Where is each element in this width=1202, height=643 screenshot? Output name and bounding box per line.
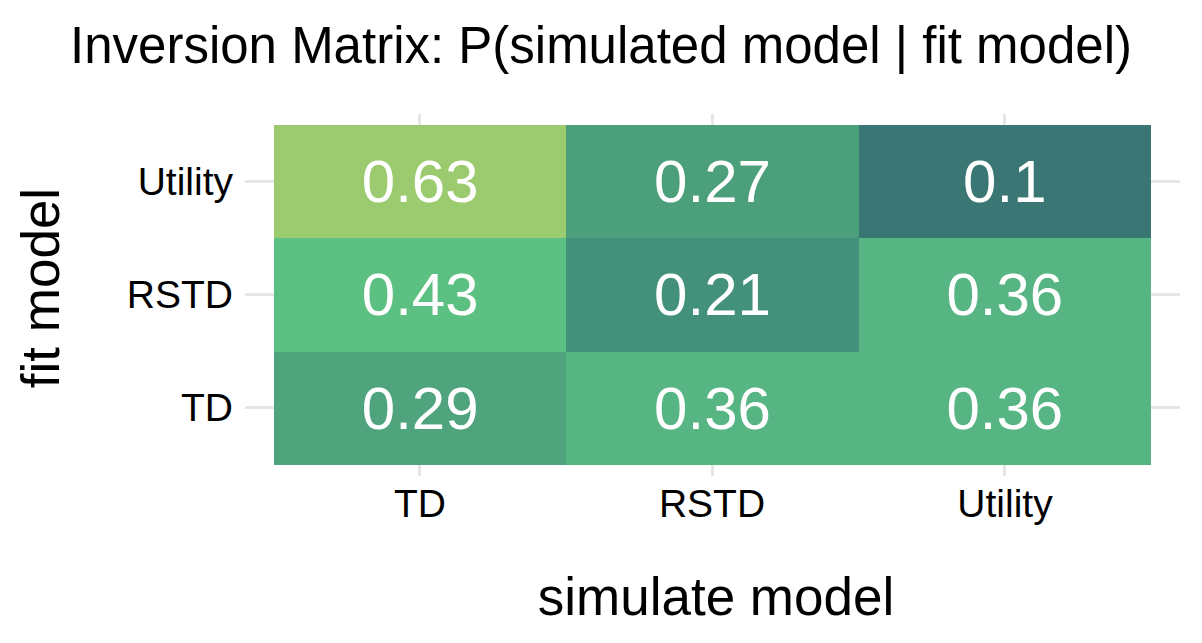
x-axis-title: simulate model: [456, 566, 976, 627]
x-tick-label-utility: Utility: [875, 483, 1135, 525]
heatmap-cell-td-td: 0.29: [274, 352, 566, 465]
heatmap-tiles: 0.63 0.27 0.1 0.43 0.21 0.36 0.29 0.36 0…: [274, 125, 1151, 465]
heatmap-cell-rstd-td: 0.43: [274, 238, 566, 351]
x-tick-label-rstd: RSTD: [582, 483, 842, 525]
y-axis-title: fit model: [10, 188, 71, 388]
chart-title: Inversion Matrix: P(simulated model | fi…: [0, 16, 1202, 75]
heatmap-figure: Inversion Matrix: P(simulated model | fi…: [0, 0, 1202, 643]
heatmap-cell-td-rstd: 0.36: [566, 352, 858, 465]
heatmap-cell-utility-td: 0.63: [274, 125, 566, 238]
heatmap-cell-td-utility: 0.36: [859, 352, 1151, 465]
heatmap-cell-utility-rstd: 0.27: [566, 125, 858, 238]
heatmap-cell-rstd-utility: 0.36: [859, 238, 1151, 351]
heatmap-cell-utility-utility: 0.1: [859, 125, 1151, 238]
x-tick-label-td: TD: [290, 483, 550, 525]
heatmap-cell-rstd-rstd: 0.21: [566, 238, 858, 351]
y-tick-label-td: TD: [0, 387, 233, 429]
